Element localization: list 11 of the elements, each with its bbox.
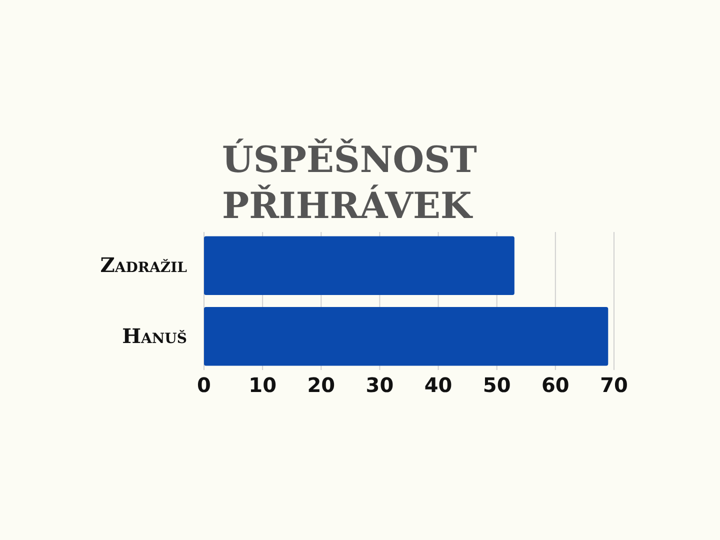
x-tick-label: 10 <box>248 373 276 398</box>
y-tick-label: Hanuš <box>122 324 187 348</box>
x-tick-label: 50 <box>482 373 511 398</box>
x-tick-label: 30 <box>366 373 394 398</box>
chart-title: ÚSPĚŠNOST PŘIHRÁVEK <box>222 138 478 227</box>
x-tick-label: 70 <box>600 373 628 398</box>
y-tick-label: Zadražil <box>100 253 188 278</box>
x-tick-label: 40 <box>424 373 452 398</box>
x-tick-label: 0 <box>197 373 211 398</box>
x-tick-label: 60 <box>542 373 570 398</box>
x-tick-label: 20 <box>307 373 336 398</box>
